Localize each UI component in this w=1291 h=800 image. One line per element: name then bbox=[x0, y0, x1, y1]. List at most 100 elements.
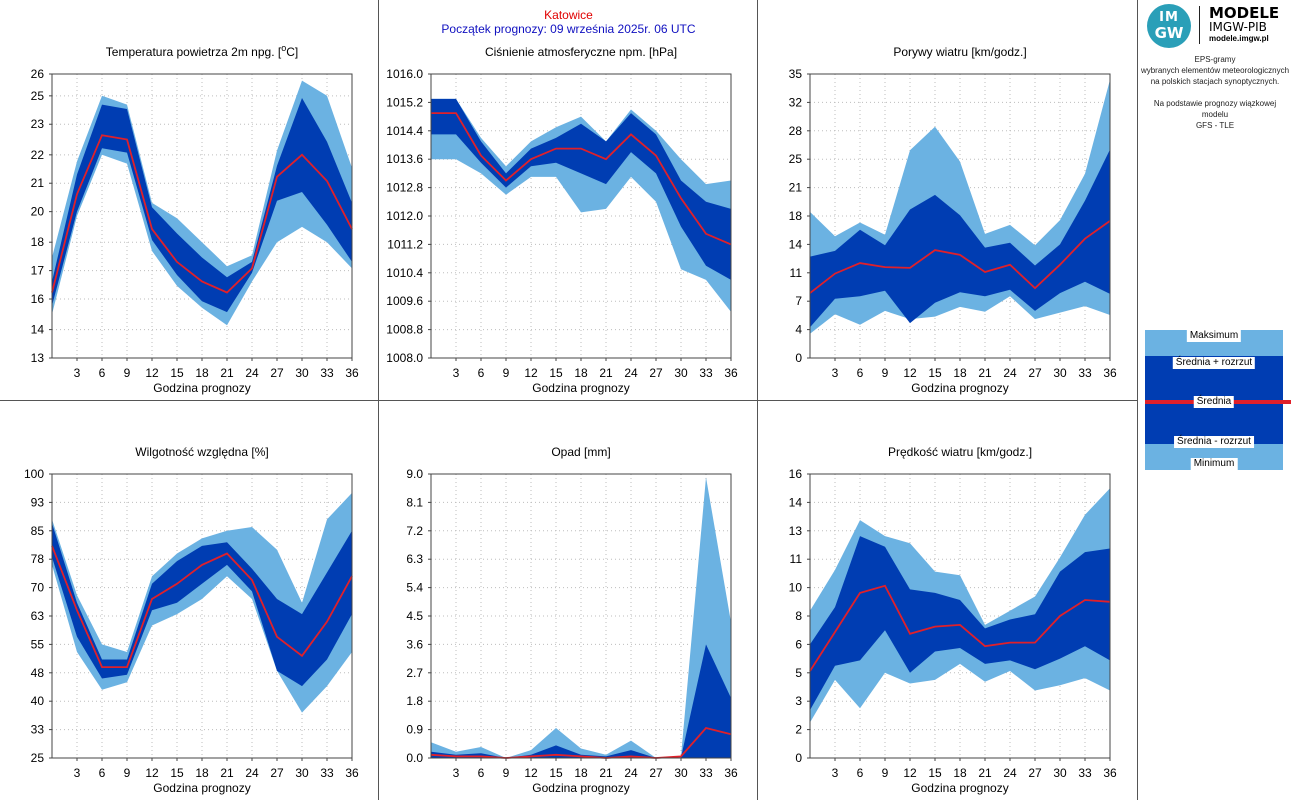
x-tick-label: 33 bbox=[1078, 366, 1092, 380]
x-tick-label: 12 bbox=[903, 366, 917, 380]
y-tick-label: 13 bbox=[789, 524, 803, 538]
description-line: wybranych elementów meteorologicznych bbox=[1140, 66, 1290, 75]
y-tick-label: 1008.8 bbox=[386, 323, 423, 337]
x-tick-label: 3 bbox=[453, 766, 460, 780]
x-tick-label: 24 bbox=[1003, 366, 1017, 380]
y-tick-label: 85 bbox=[31, 524, 45, 538]
x-tick-label: 3 bbox=[74, 766, 81, 780]
x-tick-label: 18 bbox=[953, 766, 967, 780]
legend-min-label: Minimum bbox=[1190, 458, 1238, 470]
y-tick-label: 21 bbox=[789, 181, 803, 195]
y-tick-label: 16 bbox=[789, 467, 803, 481]
x-tick-label: 15 bbox=[928, 766, 942, 780]
chart-panel: Opad [mm] 0.0 0.9 1.8 2.7 3.6 4.5 5.4 6.3 7.2 8.1 9… bbox=[406, 445, 738, 795]
y-tick-label: 17 bbox=[31, 264, 45, 278]
logo-title: MODELE bbox=[1209, 4, 1280, 22]
y-tick-label: 18 bbox=[789, 209, 803, 223]
chart-title: Porywy wiatru [km/godz.] bbox=[893, 45, 1026, 59]
x-axis-label: Godzina prognozy bbox=[153, 381, 250, 395]
y-tick-label: 32 bbox=[789, 95, 803, 109]
y-tick-label: 70 bbox=[31, 581, 45, 595]
y-tick-label: 0 bbox=[795, 351, 802, 365]
series-mean-line bbox=[430, 726, 732, 759]
x-tick-label: 30 bbox=[1053, 366, 1067, 380]
x-tick-label: 24 bbox=[624, 366, 638, 380]
legend-max-label: Maksimum bbox=[1186, 330, 1242, 342]
x-tick-label: 24 bbox=[624, 766, 638, 780]
series-spread-band bbox=[810, 149, 1110, 328]
chart-panel: Ciśnienie atmosferyczne npm. [hPa] 1008.0… bbox=[386, 45, 738, 395]
x-tick-label: 21 bbox=[220, 366, 234, 380]
y-tick-label: 63 bbox=[31, 609, 45, 623]
legend-mean-plus-label: Średnia + rozrzut bbox=[1172, 357, 1256, 369]
x-tick-label: 15 bbox=[170, 766, 184, 780]
y-tick-label: 1.8 bbox=[406, 694, 423, 708]
y-tick-label: 0.0 bbox=[406, 751, 423, 765]
x-axis-label: Godzina prognozy bbox=[532, 781, 629, 795]
logo-subtitle: IMGW-PIB bbox=[1209, 20, 1267, 34]
imgw-logo[interactable]: IM GW MODELE IMGW-PIB modele.imgw.pl bbox=[1143, 2, 1289, 48]
x-tick-label: 33 bbox=[1078, 766, 1092, 780]
x-tick-label: 18 bbox=[195, 366, 209, 380]
y-tick-label: 7 bbox=[795, 294, 802, 308]
x-tick-label: 27 bbox=[270, 766, 284, 780]
chart-title: Ciśnienie atmosferyczne npm. [hPa] bbox=[485, 45, 677, 59]
series-spread-band bbox=[431, 644, 731, 758]
y-tick-label: 1015.2 bbox=[386, 95, 423, 109]
y-tick-label: 21 bbox=[31, 176, 45, 190]
x-axis-label: Godzina prognozy bbox=[911, 381, 1008, 395]
legend-mean-minus-label: Średnia - rozrzut bbox=[1174, 436, 1254, 448]
chart-title: Wilgotność względna [%] bbox=[135, 445, 268, 459]
series-spread-band bbox=[52, 98, 352, 313]
x-tick-label: 18 bbox=[574, 766, 588, 780]
chart-panels: Temperatura powietrza 2m npg. [oC] 13 14 16… bbox=[24, 43, 1117, 795]
y-tick-label: 18 bbox=[31, 235, 45, 249]
y-tick-label: 40 bbox=[31, 694, 45, 708]
series-min-max-band bbox=[431, 477, 731, 758]
y-tick-label: 3.6 bbox=[406, 637, 423, 651]
chart-grid bbox=[810, 474, 1110, 758]
logo-badge-bottom: GW bbox=[1154, 24, 1184, 42]
series-spread-band bbox=[52, 523, 352, 687]
y-tick-label: 20 bbox=[31, 205, 45, 219]
y-tick-label: 1012.8 bbox=[386, 181, 423, 195]
series-spread-band bbox=[431, 98, 731, 280]
y-tick-label: 0 bbox=[795, 751, 802, 765]
x-tick-label: 9 bbox=[882, 766, 889, 780]
x-tick-label: 33 bbox=[699, 766, 713, 780]
x-tick-label: 12 bbox=[145, 366, 159, 380]
x-tick-label: 30 bbox=[295, 366, 309, 380]
x-tick-label: 6 bbox=[857, 366, 864, 380]
x-tick-label: 36 bbox=[345, 766, 359, 780]
x-tick-label: 6 bbox=[99, 366, 106, 380]
y-tick-label: 5 bbox=[795, 666, 802, 680]
y-tick-label: 4 bbox=[795, 323, 802, 337]
y-tick-label: 9.0 bbox=[406, 467, 423, 481]
x-tick-label: 21 bbox=[978, 366, 992, 380]
x-tick-label: 33 bbox=[320, 366, 334, 380]
y-tick-label: 93 bbox=[31, 495, 45, 509]
series-mean-line bbox=[51, 134, 353, 294]
series-mean-line bbox=[809, 220, 1111, 294]
forecast-start: Początek prognozy: 09 września 2025r. 06… bbox=[441, 22, 696, 36]
y-tick-label: 1011.2 bbox=[387, 237, 423, 251]
y-tick-label: 28 bbox=[789, 124, 803, 138]
description-line: Na podstawie prognozy wiązkowej modelu bbox=[1153, 99, 1277, 119]
x-tick-label: 18 bbox=[574, 366, 588, 380]
chart-title: Prędkość wiatru [km/godz.] bbox=[888, 445, 1032, 459]
x-tick-label: 36 bbox=[724, 766, 738, 780]
x-tick-label: 9 bbox=[124, 766, 131, 780]
x-tick-label: 12 bbox=[524, 366, 538, 380]
y-tick-label: 1016.0 bbox=[386, 67, 423, 81]
y-tick-label: 1012.0 bbox=[386, 209, 423, 223]
x-axis-label: Godzina prognozy bbox=[911, 781, 1008, 795]
x-axis-label: Godzina prognozy bbox=[532, 381, 629, 395]
y-tick-label: 14 bbox=[789, 237, 803, 251]
series-mean-line bbox=[809, 584, 1111, 672]
logo-badge-top: IM bbox=[1159, 10, 1179, 25]
x-tick-label: 27 bbox=[649, 366, 663, 380]
x-tick-label: 21 bbox=[599, 766, 613, 780]
y-tick-label: 1009.6 bbox=[386, 294, 423, 308]
x-tick-label: 36 bbox=[1103, 366, 1117, 380]
